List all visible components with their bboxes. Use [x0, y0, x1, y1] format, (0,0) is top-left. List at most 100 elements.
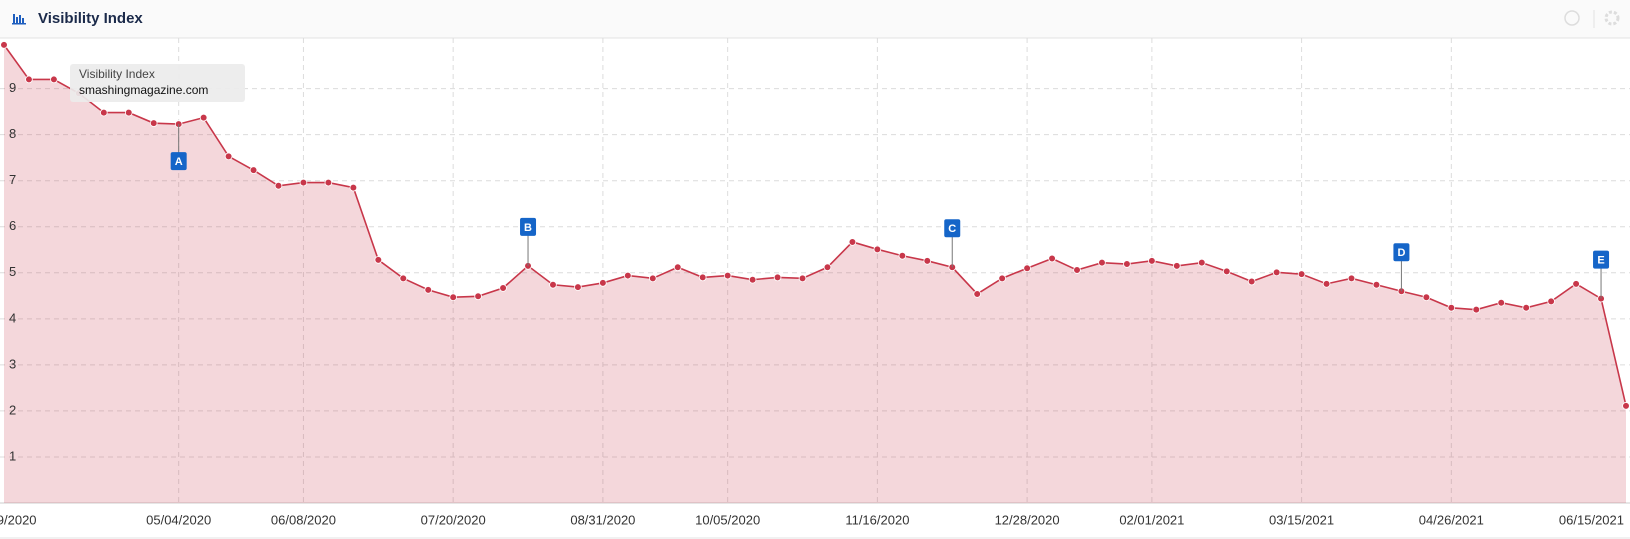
point [1472, 305, 1481, 314]
point [374, 256, 383, 264]
point [1247, 277, 1256, 286]
point [1297, 270, 1306, 278]
event-marker [170, 152, 187, 171]
point [1497, 298, 1506, 307]
point [399, 274, 408, 283]
point [1222, 267, 1231, 276]
event-label: A [175, 156, 183, 168]
event-marker [1593, 250, 1610, 269]
point [823, 263, 832, 272]
point [124, 108, 133, 117]
x-tick-label: 08/31/2020 [570, 512, 635, 527]
x-tick-label: 06/15/2021 [1559, 512, 1624, 527]
y-tick-label: 5 [9, 264, 16, 279]
event-label: B [524, 222, 532, 234]
point [474, 292, 482, 301]
point [673, 263, 682, 272]
point [1622, 402, 1630, 410]
y-tick-label: 4 [9, 310, 16, 325]
y-tick-label: 7 [9, 172, 16, 187]
point [1272, 268, 1281, 277]
point [698, 273, 707, 282]
event-label: C [948, 223, 956, 235]
area [4, 44, 1626, 503]
point [998, 274, 1006, 283]
settings-icon[interactable] [1604, 10, 1620, 26]
event-label: E [1597, 254, 1604, 266]
x-tick-label: 06/08/2020 [271, 512, 336, 527]
header-bar [0, 0, 1630, 38]
point [798, 274, 807, 283]
point [0, 41, 8, 49]
point [574, 283, 582, 291]
point [1547, 297, 1555, 306]
x-tick-label: 12/28/2020 [995, 512, 1060, 527]
point [923, 257, 932, 265]
event-marker [1393, 243, 1410, 262]
point [299, 178, 308, 187]
x-tick-label: 03/15/2021 [1269, 512, 1334, 527]
x-tick-label: 07/20/2020 [421, 512, 486, 527]
y-tick-label: 6 [9, 218, 16, 233]
point [723, 271, 732, 280]
point [549, 280, 557, 289]
point [349, 183, 358, 192]
tooltip-title: Visibility Index [79, 67, 155, 81]
point [25, 75, 33, 84]
point [50, 75, 58, 84]
y-tick-label: 9 [9, 80, 16, 95]
help-icon[interactable] [1564, 10, 1580, 26]
point [1098, 258, 1106, 267]
point [848, 238, 857, 246]
x-tick-label: 04/26/2021 [1419, 512, 1484, 527]
event-marker [944, 219, 961, 238]
point [149, 119, 158, 127]
point [449, 293, 457, 302]
point [1322, 280, 1331, 288]
y-tick-label: 2 [9, 402, 16, 417]
point [773, 273, 782, 282]
point [249, 166, 258, 174]
point [648, 274, 657, 283]
line [3, 44, 1627, 407]
point [424, 286, 433, 294]
tooltip: Visibility Index smashingmagazine.com [70, 64, 245, 102]
x-tick-label: 11/16/2020 [845, 512, 909, 527]
point [748, 275, 757, 284]
point [224, 152, 233, 161]
tooltip-site: smashingmagazine.com [79, 83, 209, 97]
event-marker [520, 217, 537, 236]
point [324, 178, 333, 187]
y-tick-label: 1 [9, 448, 16, 463]
point [1073, 266, 1081, 274]
event-label: D [1397, 247, 1405, 259]
y-tick-label: 3 [9, 356, 16, 371]
point [1173, 262, 1181, 270]
point [1197, 258, 1206, 267]
point [1522, 303, 1530, 312]
y-tick-label: 8 [9, 126, 16, 141]
point [1422, 293, 1431, 302]
x-tick-label: 03/09/2020 [0, 512, 37, 527]
point [1572, 280, 1580, 288]
point [1023, 264, 1031, 272]
point [499, 284, 507, 292]
point [624, 271, 632, 280]
point [100, 108, 108, 117]
point [1148, 257, 1156, 265]
point [898, 251, 907, 260]
point [1347, 274, 1356, 283]
point [1447, 303, 1456, 312]
x-tick-label: 10/05/2020 [695, 512, 760, 527]
header-title: Visibility Index [38, 10, 143, 27]
point [873, 245, 882, 254]
x-tick-label: 05/04/2020 [146, 512, 211, 527]
point [274, 181, 283, 190]
point [973, 290, 981, 298]
point [599, 279, 607, 287]
point [1123, 260, 1131, 268]
x-tick-label: 02/01/2021 [1119, 512, 1184, 527]
point [1372, 280, 1381, 289]
